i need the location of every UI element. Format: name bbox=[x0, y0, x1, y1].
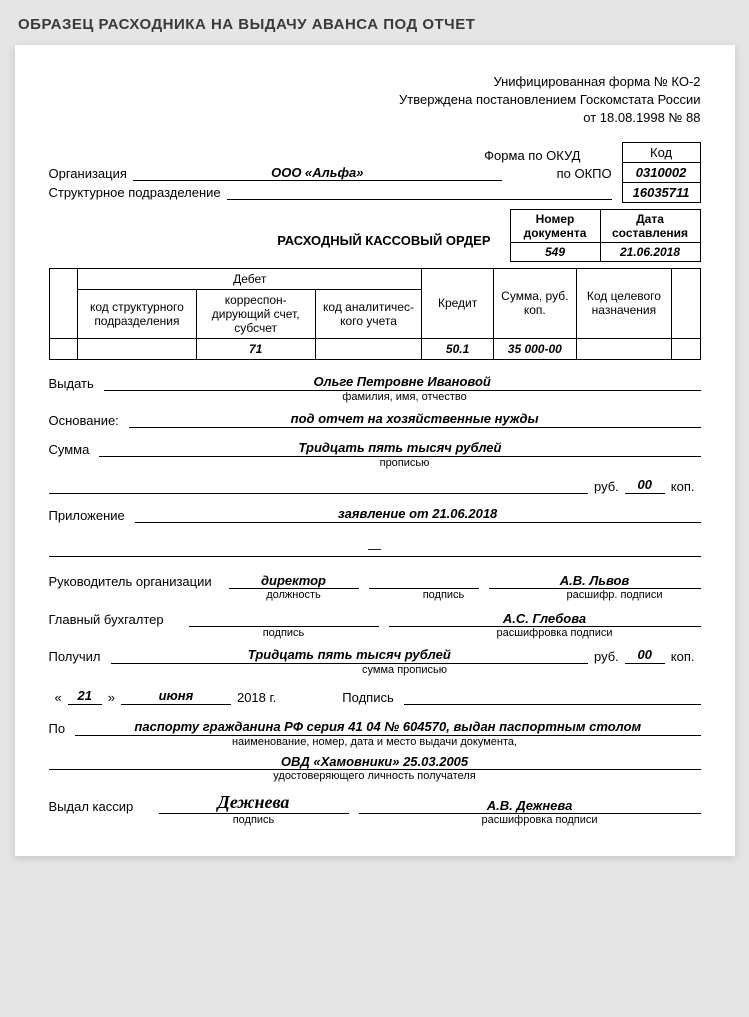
date-year: 2018 г. bbox=[231, 690, 282, 705]
cashier-name: А.В. Дежнева bbox=[359, 798, 701, 814]
col-corr: корреспон-дирующий счет, субсчет bbox=[196, 289, 315, 338]
cashier-sig-sub: подпись bbox=[159, 814, 349, 826]
okud-label: Форма по ОКУД bbox=[49, 148, 701, 163]
acct-signature bbox=[189, 611, 379, 627]
col-target: Код целевого назначения bbox=[576, 268, 671, 338]
sum-label: Сумма bbox=[49, 442, 100, 457]
received-kop: коп. bbox=[665, 649, 701, 664]
issue-sub: фамилия, имя, отчество bbox=[49, 391, 701, 403]
quote1: « bbox=[49, 690, 68, 705]
col-debet: Дебет bbox=[78, 268, 422, 289]
row-target bbox=[576, 338, 671, 359]
passport-sub2: удостоверяющего личность получателя bbox=[49, 770, 701, 782]
header-line-1: Унифицированная форма № КО-2 bbox=[49, 73, 701, 91]
sig-label: Подпись bbox=[342, 690, 403, 705]
docdate-label: Дата составления bbox=[600, 209, 700, 242]
row-corr: 71 bbox=[196, 338, 315, 359]
col-anal: код аналитичес-кого учета bbox=[315, 289, 422, 338]
received-rub: руб. bbox=[588, 649, 625, 664]
passport-sub: наименование, номер, дата и место выдачи… bbox=[49, 736, 701, 748]
acct-name-sub: расшифровка подписи bbox=[409, 627, 701, 639]
received-label: Получил bbox=[49, 649, 111, 664]
head-name-sub: расшифр. подписи bbox=[529, 589, 701, 601]
acct-sig-sub: подпись bbox=[189, 627, 379, 639]
col-credit: Кредит bbox=[422, 268, 493, 338]
attach-value: заявление от 21.06.2018 bbox=[135, 506, 701, 523]
row-struct bbox=[78, 338, 197, 359]
col-last bbox=[671, 268, 700, 338]
okpo-value: 16035711 bbox=[622, 182, 700, 202]
passport-value: паспорту гражданина РФ серия 41 04 № 604… bbox=[75, 719, 700, 736]
rub-label: руб. bbox=[588, 479, 625, 494]
acct-name: А.С. Глебова bbox=[389, 611, 701, 627]
doc-number-block: Номер документа Дата составления 549 21.… bbox=[510, 209, 701, 262]
received-value: Тридцать пять тысяч рублей bbox=[111, 647, 588, 664]
row-anal bbox=[315, 338, 422, 359]
date-month: июня bbox=[121, 688, 231, 705]
attach-dash: — bbox=[49, 541, 701, 557]
issue-value: Ольге Петровне Ивановой bbox=[104, 374, 701, 391]
row-blank bbox=[49, 338, 78, 359]
head-pos-sub: должность bbox=[229, 589, 359, 601]
docnum-label: Номер документа bbox=[510, 209, 600, 242]
sum-blank-line bbox=[49, 478, 588, 494]
struct-value bbox=[227, 184, 612, 200]
row-credit: 50.1 bbox=[422, 338, 493, 359]
page-title: ОБРАЗЕЦ РАСХОДНИКА НА ВЫДАЧУ АВАНСА ПОД … bbox=[18, 16, 739, 33]
header-line-3: от 18.08.1998 № 88 bbox=[49, 109, 701, 127]
kop-value: 00 bbox=[625, 477, 665, 494]
received-kop-val: 00 bbox=[625, 647, 665, 664]
header-line-2: Утверждена постановлением Госкомстата Ро… bbox=[49, 91, 701, 109]
cashier-signature: Дежнева bbox=[159, 792, 349, 814]
docnum-value: 549 bbox=[510, 242, 600, 261]
sum-sub: прописью bbox=[49, 457, 701, 469]
form-header: Унифицированная форма № КО-2 Утверждена … bbox=[49, 73, 701, 128]
row-sum: 35 000-00 bbox=[493, 338, 576, 359]
row-last bbox=[671, 338, 700, 359]
recipient-signature bbox=[404, 689, 701, 705]
okpo-label: по ОКПО bbox=[502, 166, 612, 181]
head-signature bbox=[369, 573, 479, 589]
col-blank bbox=[49, 268, 78, 338]
org-value: ООО «Альфа» bbox=[133, 165, 502, 181]
col-struct: код структурного подразделения bbox=[78, 289, 197, 338]
code-table: Код 0310002 16035711 bbox=[622, 142, 701, 203]
basis-value: под отчет на хозяйственные нужды bbox=[129, 411, 701, 428]
passport-line2: ОВД «Хамовники» 25.03.2005 bbox=[49, 754, 701, 770]
cashier-label: Выдал кассир bbox=[49, 799, 149, 814]
docdate-value: 21.06.2018 bbox=[600, 242, 700, 261]
kop-label: коп. bbox=[665, 479, 701, 494]
col-sum: Сумма, руб. коп. bbox=[493, 268, 576, 338]
struct-label: Структурное подразделение bbox=[49, 185, 227, 200]
head-name: А.В. Львов bbox=[489, 573, 701, 589]
main-table: Дебет Кредит Сумма, руб. коп. Код целево… bbox=[49, 268, 701, 360]
quote2: » bbox=[102, 690, 121, 705]
passport-prefix: По bbox=[49, 721, 76, 736]
okud-value: 0310002 bbox=[622, 162, 700, 182]
attach-label: Приложение bbox=[49, 508, 135, 523]
head-label: Руководитель организации bbox=[49, 574, 219, 589]
date-day: 21 bbox=[68, 688, 102, 705]
org-label: Организация bbox=[49, 166, 133, 181]
cashier-name-sub: расшифровка подписи bbox=[379, 814, 701, 826]
acct-label: Главный бухгалтер bbox=[49, 612, 179, 627]
basis-label: Основание: bbox=[49, 413, 129, 428]
received-sub: сумма прописью bbox=[49, 664, 701, 676]
document-paper: Унифицированная форма № КО-2 Утверждена … bbox=[15, 45, 735, 856]
head-position: директор bbox=[229, 573, 359, 589]
issue-label: Выдать bbox=[49, 376, 104, 391]
sum-value: Тридцать пять тысяч рублей bbox=[99, 440, 700, 457]
code-header: Код bbox=[622, 142, 700, 162]
head-sig-sub: подпись bbox=[389, 589, 499, 601]
